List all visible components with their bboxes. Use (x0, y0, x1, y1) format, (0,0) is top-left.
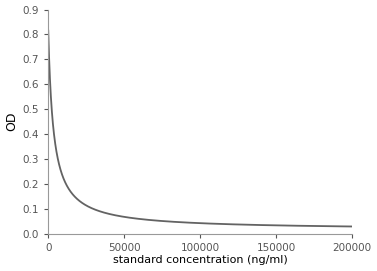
X-axis label: standard concentration (ng/ml): standard concentration (ng/ml) (113, 256, 287, 265)
Y-axis label: OD: OD (6, 112, 18, 131)
